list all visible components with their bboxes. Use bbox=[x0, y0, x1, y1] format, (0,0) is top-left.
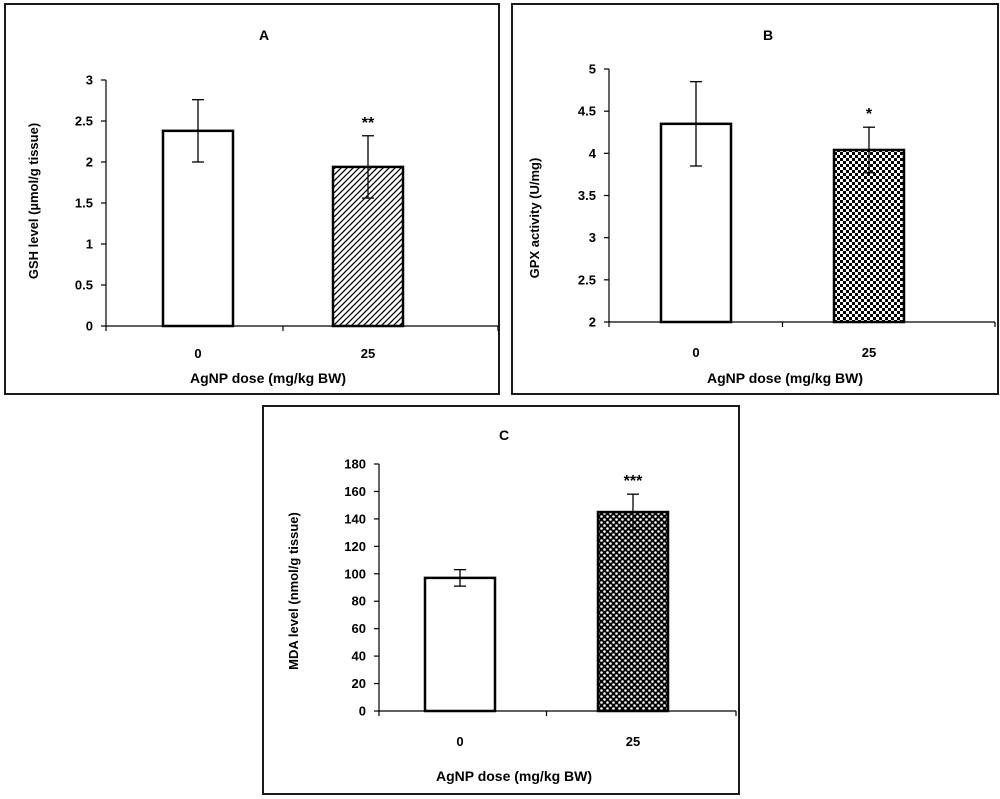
y-tick-label: 160 bbox=[344, 484, 366, 499]
y-axis-label: MDA level (nmol/g tissue) bbox=[286, 512, 301, 670]
category-label: 0 bbox=[194, 346, 201, 361]
y-tick-label: 3 bbox=[86, 73, 93, 88]
chart-title: C bbox=[499, 427, 509, 443]
chart-c: C MDA level (nmol/g tissue) AgNP dose (m… bbox=[286, 427, 737, 784]
x-axis-label: AgNP dose (mg/kg BW) bbox=[707, 370, 863, 386]
y-tick-label: 20 bbox=[352, 676, 366, 691]
y-tick-label: 3 bbox=[589, 230, 596, 245]
y-tick-label: 1 bbox=[86, 237, 93, 252]
y-tick-label: 0.5 bbox=[75, 278, 93, 293]
y-tick-label: 0 bbox=[359, 704, 366, 719]
y-tick-label: 2.5 bbox=[578, 272, 596, 287]
bar bbox=[596, 510, 670, 713]
chart-panel-c: C MDA level (nmol/g tissue) AgNP dose (m… bbox=[262, 405, 740, 795]
bar bbox=[161, 129, 235, 328]
y-tick-label: 100 bbox=[344, 566, 366, 581]
y-tick-label: 4 bbox=[589, 146, 597, 161]
significance-marker: ** bbox=[362, 115, 375, 132]
chart-panel-b: B GPX activity (U/mg) AgNP dose (mg/kg B… bbox=[511, 3, 999, 395]
y-tick-label: 140 bbox=[344, 511, 366, 526]
y-axis-label: GPX activity (U/mg) bbox=[527, 158, 542, 279]
y-tick-label: 0 bbox=[86, 319, 93, 334]
significance-marker: *** bbox=[624, 473, 643, 490]
significance-marker: * bbox=[866, 106, 873, 123]
y-tick-label: 80 bbox=[352, 594, 366, 609]
plot-area: 2 2.5 3 3.5 4 4.5 5 0 25 * bbox=[578, 62, 996, 360]
bar bbox=[423, 576, 497, 713]
y-tick-label: 2 bbox=[86, 155, 93, 170]
chart-a: A GSH level (µmol/g tissue) AgNP dose (m… bbox=[26, 27, 498, 386]
category-label: 25 bbox=[862, 345, 876, 360]
y-tick-label: 40 bbox=[352, 649, 366, 664]
chart-title: A bbox=[259, 27, 269, 43]
y-tick-label: 2 bbox=[589, 315, 596, 330]
chart-title: B bbox=[763, 27, 773, 43]
plot-area: 0 0.5 1 1.5 2 2.5 3 0 25 ** bbox=[75, 73, 498, 361]
category-label: 25 bbox=[361, 346, 375, 361]
y-tick-label: 120 bbox=[344, 539, 366, 554]
category-label: 25 bbox=[626, 734, 640, 749]
chart-panel-a: A GSH level (µmol/g tissue) AgNP dose (m… bbox=[4, 3, 500, 395]
chart-b: B GPX activity (U/mg) AgNP dose (mg/kg B… bbox=[527, 27, 996, 386]
y-tick-label: 4.5 bbox=[578, 104, 596, 119]
y-tick-label: 5 bbox=[589, 62, 596, 77]
category-label: 0 bbox=[692, 345, 699, 360]
y-tick-label: 2.5 bbox=[75, 114, 93, 129]
category-label: 0 bbox=[456, 734, 463, 749]
bar bbox=[832, 148, 906, 324]
y-tick-label: 60 bbox=[352, 621, 366, 636]
y-tick-label: 180 bbox=[344, 457, 366, 472]
x-axis-label: AgNP dose (mg/kg BW) bbox=[190, 370, 346, 386]
x-axis-label: AgNP dose (mg/kg BW) bbox=[436, 768, 592, 784]
y-tick-label: 1.5 bbox=[75, 196, 93, 211]
plot-area: 0 20 40 60 80 100 120 140 160 180 0 25 *** bbox=[344, 457, 737, 749]
y-tick-label: 3.5 bbox=[578, 188, 596, 203]
y-axis-label: GSH level (µmol/g tissue) bbox=[26, 123, 41, 279]
